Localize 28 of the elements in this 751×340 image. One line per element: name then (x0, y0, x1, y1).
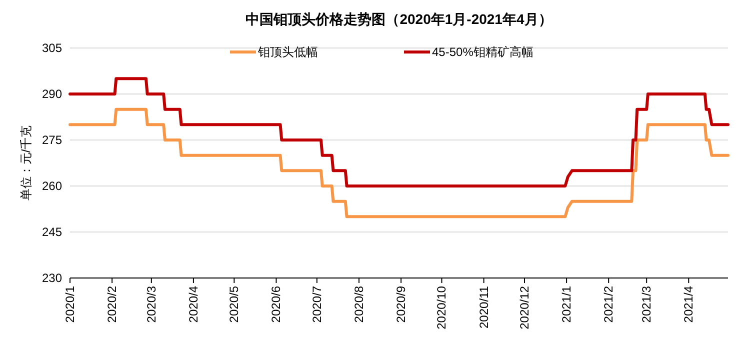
y-tick-label: 245 (42, 225, 62, 239)
x-tick-label: 2021/2 (602, 286, 616, 323)
x-tick-label: 2021/1 (560, 286, 574, 323)
x-tick-label: 2020/10 (434, 286, 449, 330)
y-tick-label: 230 (42, 271, 62, 285)
x-tick-label: 2020/9 (394, 286, 408, 323)
y-tick-label: 275 (42, 133, 62, 147)
line-series (68, 108, 730, 218)
x-tick-label: 2020/12 (517, 286, 532, 330)
y-axis-title: 单位：元/千克 (19, 125, 33, 201)
x-tick-label: 2020/8 (352, 286, 366, 323)
x-tick-label: 2020/1 (63, 286, 77, 323)
line-series (68, 77, 730, 188)
legend-label: 45-50%钼精矿高幅 (432, 45, 534, 59)
x-tick-label: 2020/4 (186, 286, 200, 323)
x-tick-label: 2020/3 (144, 286, 158, 323)
x-tick-label: 2020/5 (227, 286, 242, 323)
y-tick-label: 260 (42, 179, 62, 193)
legend-label: 钼顶头低幅 (257, 45, 318, 59)
y-tick-label: 290 (42, 87, 62, 101)
x-tick-label: 2020/2 (105, 286, 120, 323)
x-tick-label: 2020/6 (269, 286, 284, 323)
x-tick-label: 2020/7 (310, 286, 324, 323)
x-tick-label: 2021/4 (682, 286, 696, 323)
x-tick-label: 2020/11 (476, 286, 491, 328)
y-tick-label: 305 (42, 41, 62, 55)
chart-title: 中国钼顶头价格走势图（2020年1月-2021年4月） (246, 11, 552, 27)
x-tick-label: 2021/3 (640, 286, 654, 323)
